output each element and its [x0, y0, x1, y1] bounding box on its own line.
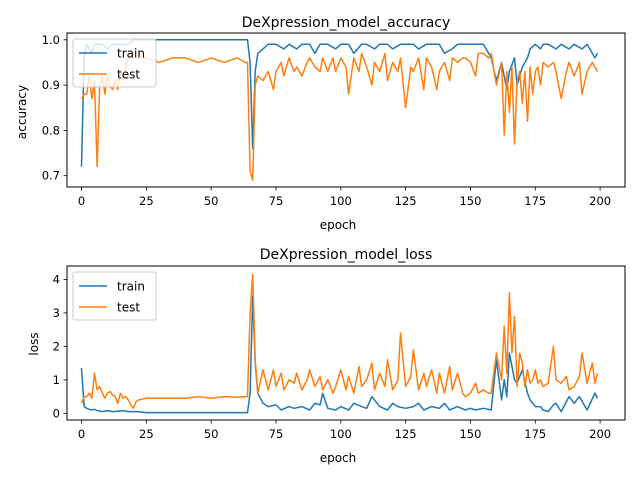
accuracy-legend-box — [72, 38, 157, 88]
accuracy-xtick-label: 200 — [589, 194, 611, 208]
loss-chart-ticks: 0 25 50 75 100 125 150 175 200 0 1 2 3 4 — [53, 272, 611, 441]
loss-chart-xlabel: epoch — [320, 451, 357, 465]
loss-xtick-label: 25 — [139, 427, 154, 441]
loss-chart-plot-frame — [66, 265, 626, 421]
accuracy-chart-title: DeXpression_model_accuracy — [242, 15, 451, 31]
loss-chart-title: DeXpression_model_loss — [260, 247, 432, 263]
loss-xtick-label: 50 — [204, 427, 219, 441]
accuracy-xtick-label: 100 — [330, 194, 352, 208]
accuracy-xtick-label: 75 — [269, 194, 284, 208]
loss-xtick-label: 200 — [589, 427, 611, 441]
accuracy-ytick-label: 0.9 — [42, 78, 60, 92]
accuracy-chart-legend: train test — [72, 38, 157, 88]
accuracy-xtick-label: 50 — [204, 194, 219, 208]
loss-ytick-label: 0 — [53, 406, 60, 420]
loss-xtick-label: 75 — [269, 427, 284, 441]
accuracy-xtick-label: 125 — [395, 194, 417, 208]
loss-ytick-label: 1 — [53, 373, 60, 387]
accuracy-legend-test-label: test — [117, 68, 140, 82]
loss-ytick-label: 4 — [53, 272, 60, 286]
accuracy-train-line — [80, 39, 599, 167]
accuracy-chart-ticks: 0 25 50 75 100 125 150 175 200 0.7 0.8 0.9 1.0 — [42, 33, 611, 208]
loss-xtick-label: 175 — [524, 427, 546, 441]
loss-legend-train-label: train — [117, 280, 145, 294]
accuracy-legend-train-label: train — [117, 47, 145, 61]
loss-chart-legend: train test — [72, 271, 157, 321]
accuracy-chart-plot-frame — [66, 32, 626, 188]
accuracy-xtick-label: 0 — [78, 194, 85, 208]
accuracy-ytick-label: 0.7 — [42, 169, 60, 183]
accuracy-xtick-label: 175 — [524, 194, 546, 208]
accuracy-xtick-label: 150 — [459, 194, 481, 208]
accuracy-ytick-label: 0.8 — [42, 123, 60, 137]
loss-xtick-label: 0 — [78, 427, 85, 441]
loss-xtick-label: 125 — [395, 427, 417, 441]
loss-chart-lines — [80, 273, 599, 414]
loss-ytick-label: 2 — [53, 339, 60, 353]
loss-test-line — [80, 273, 599, 410]
accuracy-chart: DeXpression_model_accuracy epoch accurac… — [15, 15, 626, 232]
loss-ytick-label: 3 — [53, 306, 60, 320]
loss-legend-test-label: test — [117, 301, 140, 315]
loss-xtick-label: 150 — [459, 427, 481, 441]
accuracy-chart-ylabel: accuracy — [15, 85, 29, 139]
accuracy-xtick-label: 25 — [139, 194, 154, 208]
accuracy-chart-xlabel: epoch — [320, 218, 357, 232]
accuracy-ytick-label: 1.0 — [42, 33, 60, 47]
loss-legend-box — [72, 271, 157, 321]
loss-chart: DeXpression_model_loss epoch loss 0 25 50 7… — [27, 247, 626, 465]
loss-xtick-label: 100 — [330, 427, 352, 441]
loss-chart-ylabel: loss — [27, 332, 41, 355]
